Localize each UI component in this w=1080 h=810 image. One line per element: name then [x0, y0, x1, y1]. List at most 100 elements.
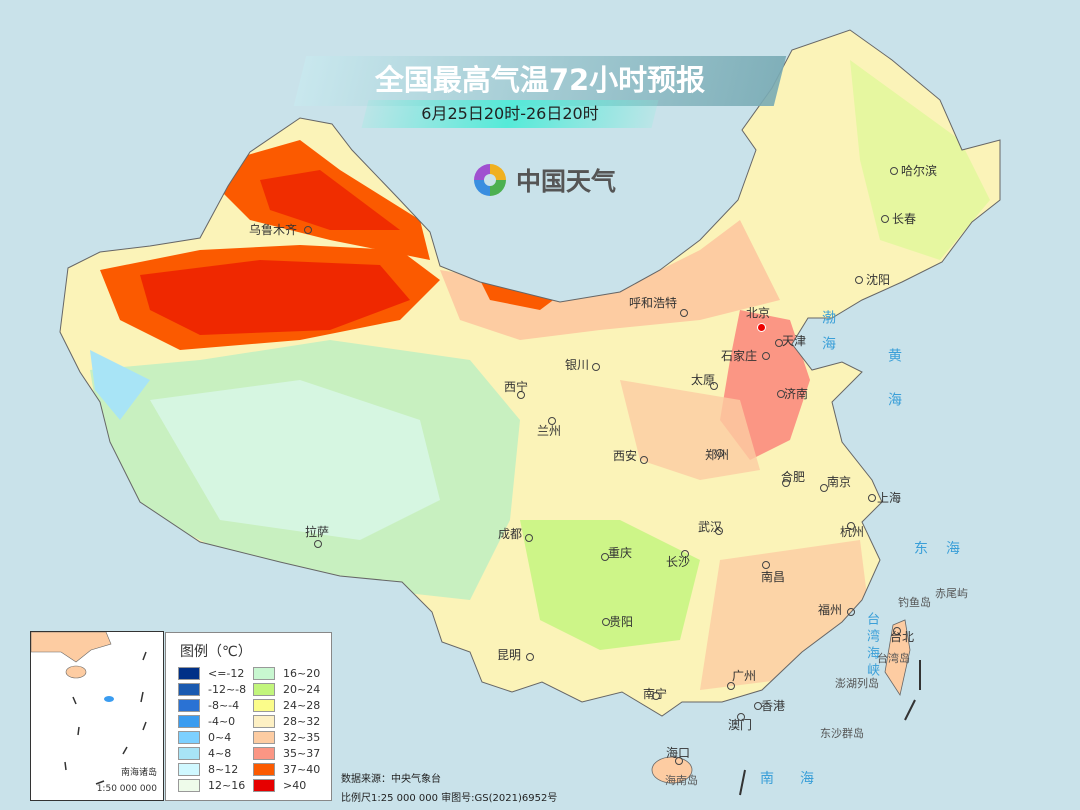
- city-marker-icon: [762, 352, 770, 360]
- city-marker-icon: [754, 702, 762, 710]
- legend-label: 0~4: [208, 730, 232, 744]
- legend-swatch: [178, 762, 200, 776]
- legend-swatch: [178, 714, 200, 728]
- legend-label: -8~-4: [208, 698, 240, 712]
- sea-label-nanhai: 南海: [760, 771, 840, 787]
- city-label: 拉萨: [305, 525, 330, 539]
- city-label: 西安: [613, 449, 638, 463]
- city-label: 澳门: [728, 718, 753, 732]
- legend-swatch: [178, 730, 200, 744]
- legend-swatch: [253, 778, 275, 792]
- city-label: 台北: [890, 630, 915, 644]
- city-marker-icon: [640, 456, 648, 464]
- legend-swatch: [178, 746, 200, 760]
- legend-label: 24~28: [283, 698, 321, 712]
- legend-label: 37~40: [283, 762, 321, 776]
- legend-label: 4~8: [208, 746, 232, 760]
- city-marker-icon: [737, 713, 745, 721]
- city-marker-icon: [775, 339, 783, 347]
- city-marker-icon: [548, 417, 556, 425]
- legend-title: 图例（℃）: [180, 644, 252, 660]
- city-marker-icon: [727, 682, 735, 690]
- legend-label: 12~16: [208, 778, 246, 792]
- city-marker-icon: [782, 479, 790, 487]
- page-subtitle: 6月25日20时-26日20时: [421, 104, 599, 123]
- scale-approval: 比例尺1:25 000 000 审图号:GS(2021)6952号: [341, 793, 558, 804]
- city-marker-icon: [652, 692, 660, 700]
- city-label: 呼和浩特: [629, 296, 678, 310]
- city-marker-icon: [893, 627, 901, 635]
- city-marker-icon: [777, 390, 785, 398]
- legend-item: 12~16: [178, 777, 253, 793]
- city-label: 南昌: [761, 570, 786, 584]
- legend-label: 32~35: [283, 730, 321, 744]
- sea-label-bohai: 渤海: [820, 310, 836, 362]
- legend-item: <=-12: [178, 665, 253, 681]
- sea-label-donghai: 东海: [914, 541, 978, 557]
- island-label-diaoyu: 钓鱼岛: [898, 596, 931, 609]
- legend-item: 28~32: [253, 713, 328, 729]
- island-label-penghu: 澎湖列岛: [835, 677, 879, 690]
- legend-item: 16~20: [253, 665, 328, 681]
- legend-item: >40: [253, 777, 328, 793]
- legend-item: 0~4: [178, 729, 253, 745]
- city-label: 武汉: [698, 520, 723, 534]
- city-marker-icon: [890, 167, 898, 175]
- city-label: 合肥: [781, 470, 806, 484]
- city-label: 南京: [827, 475, 852, 489]
- legend-swatch: [253, 682, 275, 696]
- city-marker-icon: [820, 484, 828, 492]
- city-marker-icon: [602, 618, 610, 626]
- legend-item: 8~12: [178, 761, 253, 777]
- sea-label-taiwan-strait: 台湾海峡: [864, 612, 879, 680]
- city-label: 贵阳: [609, 615, 634, 629]
- city-marker-icon: [881, 215, 889, 223]
- legend-label: -12~-8: [208, 682, 247, 696]
- legend-swatch: [178, 778, 200, 792]
- legend-swatch: [178, 682, 200, 696]
- city-marker-icon: [525, 534, 533, 542]
- city-label: 兰州: [537, 424, 562, 438]
- city-label: 南宁: [643, 687, 668, 701]
- city-label: 昆明: [497, 648, 522, 662]
- page-title: 全国最高气温72小时预报: [374, 63, 706, 97]
- data-source: 数据来源：中央气象台: [341, 774, 441, 785]
- city-label: 福州: [818, 603, 843, 617]
- legend-swatch: [253, 762, 275, 776]
- legend-item: 37~40: [253, 761, 328, 777]
- city-label: 杭州: [840, 525, 865, 539]
- legend-label: >40: [283, 778, 307, 792]
- city-label: 天津: [782, 334, 807, 348]
- city-marker-icon: [855, 276, 863, 284]
- legend-label: 35~37: [283, 746, 321, 760]
- city-marker-icon: [847, 522, 855, 530]
- city-marker-icon: [304, 226, 312, 234]
- legend-label: <=-12: [208, 666, 245, 680]
- city-marker-icon: [716, 449, 724, 457]
- legend-label: 8~12: [208, 762, 239, 776]
- inset-title: 南海诸岛: [120, 768, 157, 778]
- brand-logo: 中国天气: [470, 160, 616, 200]
- legend: 图例（℃） <=-12 -12~-8 -8~-4 -4~0 0~4 4~8 8~12 12~1…: [165, 632, 332, 801]
- legend-item: 35~37: [253, 745, 328, 761]
- legend-label: 16~20: [283, 666, 321, 680]
- city-label: 乌鲁木齐: [249, 223, 298, 237]
- island-label-taiwan: 台湾岛: [877, 652, 910, 665]
- city-label: 哈尔滨: [901, 164, 938, 178]
- legend-item: 32~35: [253, 729, 328, 745]
- city-marker-icon: [715, 527, 723, 535]
- swirl-logo-icon: [474, 164, 506, 196]
- inset-map: [31, 632, 147, 785]
- city-label: 北京: [746, 306, 771, 320]
- island-label-dongsha: 东沙群岛: [820, 727, 864, 740]
- legend-swatch: [253, 730, 275, 744]
- legend-label: 20~24: [283, 682, 321, 696]
- legend-item: 20~24: [253, 681, 328, 697]
- city-label: 成都: [498, 527, 523, 541]
- city-label: 西宁: [504, 380, 529, 394]
- city-marker-icon: [681, 550, 689, 558]
- city-label: 香港: [761, 699, 786, 713]
- city-marker-icon: [592, 363, 600, 371]
- city-marker-icon: [868, 494, 876, 502]
- city-label: 郑州: [705, 448, 730, 462]
